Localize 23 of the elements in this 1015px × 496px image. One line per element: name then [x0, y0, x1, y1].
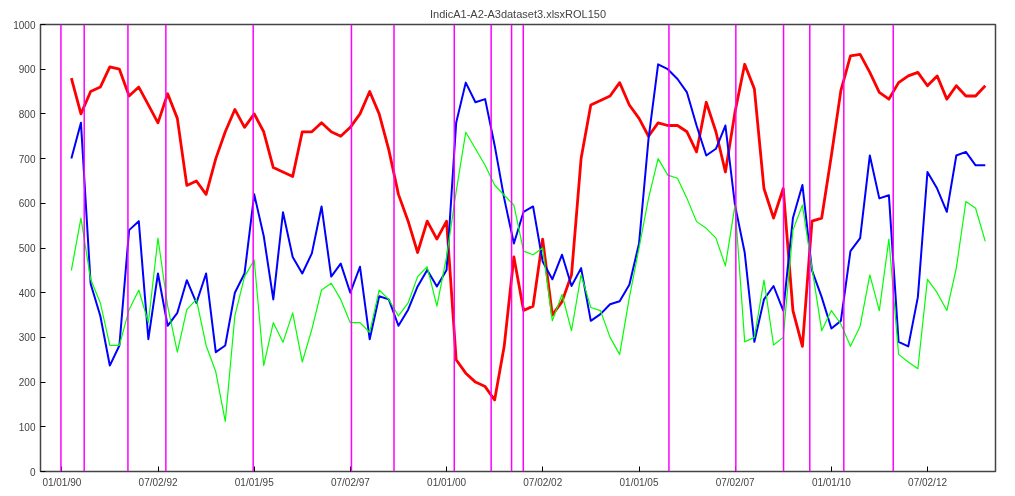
x-tick-label: 07/02/12 [908, 476, 948, 488]
y-tick-label: 800 [18, 108, 36, 120]
x-tick-label: 07/02/07 [715, 476, 755, 488]
y-tick-label: 700 [18, 153, 36, 165]
y-tick-label: 100 [18, 421, 36, 433]
x-tick-label: 07/02/02 [523, 476, 563, 488]
x-tick-label: 01/01/90 [42, 476, 82, 488]
x-tick-label: 01/01/05 [619, 476, 659, 488]
y-tick-label: 400 [18, 287, 36, 299]
x-tick-label: 01/01/95 [234, 476, 275, 488]
x-tick-label: 01/01/00 [427, 476, 467, 488]
line-series [70, 131, 986, 423]
y-tick-label: 300 [18, 332, 36, 344]
y-tick-label: 900 [18, 64, 36, 76]
y-tick-label: 500 [18, 243, 36, 254]
x-tick-label: 07/02/92 [138, 476, 178, 488]
y-tick-label: 0 [29, 466, 36, 478]
x-tick-label: 07/02/97 [330, 476, 371, 488]
y-tick-label: 200 [18, 377, 36, 389]
chart-title: IndicA1-A2-A3dataset3.xlsxROL150 [429, 7, 607, 20]
x-tick-label: 01/01/10 [811, 476, 852, 488]
y-tick-label: 600 [18, 198, 36, 210]
y-tick-label: 1000 [13, 19, 36, 31]
